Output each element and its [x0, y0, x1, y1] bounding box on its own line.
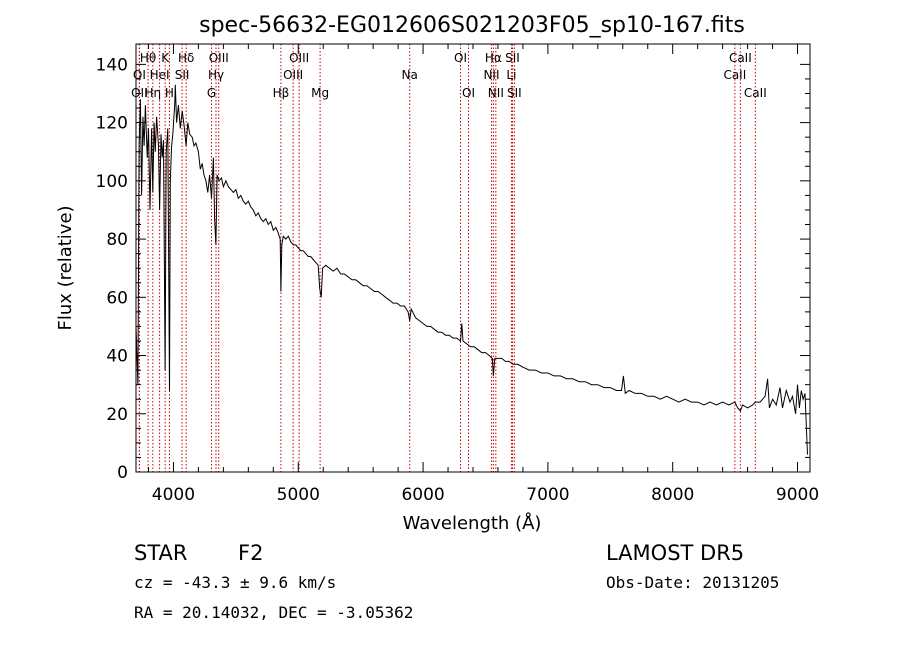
- line-label: Mg: [311, 86, 329, 100]
- line-label: NII: [483, 68, 499, 82]
- plot-frame: [135, 43, 811, 473]
- line-label: OIII: [283, 68, 303, 82]
- redshift-velocity: cz = -43.3 ± 9.6 km/s: [134, 573, 336, 592]
- line-label: Hδ: [178, 51, 194, 65]
- object-subclass: F2: [238, 541, 263, 565]
- y-tick-label: 60: [106, 288, 128, 308]
- line-label: OIII: [209, 51, 229, 65]
- line-label: OI: [454, 51, 467, 65]
- line-label: Hβ: [273, 86, 290, 100]
- spectrum-line: [135, 84, 808, 455]
- line-label: SII: [175, 68, 190, 82]
- survey-name: LAMOST DR5: [606, 541, 744, 565]
- line-label: SII: [505, 51, 520, 65]
- x-tick-label: 4000: [152, 485, 195, 505]
- y-tick-label: 120: [96, 114, 128, 134]
- x-tick-label: 5000: [277, 485, 320, 505]
- y-tick-label: 40: [106, 347, 128, 367]
- line-label: OI: [133, 68, 146, 82]
- line-label: Hγ: [208, 68, 224, 82]
- line-label: CaII: [744, 86, 767, 100]
- x-tick-label: 7000: [526, 485, 569, 505]
- line-label: CaII: [729, 51, 752, 65]
- line-label: K: [161, 51, 170, 65]
- line-label: HeI: [150, 68, 170, 82]
- line-label: Hθ: [140, 51, 156, 65]
- line-label: G: [207, 86, 216, 100]
- object-class: STAR: [134, 541, 187, 565]
- line-label: Na: [402, 68, 418, 82]
- x-tick-label: 8000: [651, 485, 694, 505]
- observation-date: Obs-Date: 20131205: [606, 573, 779, 592]
- x-axis-ticks: 4000 5000 6000 7000 8000 9000: [147, 44, 819, 505]
- line-label: H: [165, 86, 174, 100]
- x-tick-label: 9000: [776, 485, 819, 505]
- line-label: CaII: [723, 68, 746, 82]
- line-label: Hη: [145, 86, 162, 100]
- y-axis-ticks: 0 20 40 60 80 100 120 140: [96, 55, 810, 483]
- line-label: Hα: [485, 51, 502, 65]
- spectral-line-markers: [138, 44, 756, 472]
- y-axis-label: Flux (relative): [55, 205, 76, 330]
- chart-title: spec-56632-EG012606S021203F05_sp10-167.f…: [199, 13, 745, 38]
- line-label: Li: [506, 68, 516, 82]
- line-label: NII: [488, 86, 504, 100]
- x-axis-label: Wavelength (Å): [403, 512, 542, 534]
- line-label: OIII: [289, 51, 309, 65]
- y-tick-label: 100: [96, 172, 128, 192]
- y-tick-label: 80: [106, 230, 128, 250]
- x-tick-label: 6000: [401, 485, 444, 505]
- y-tick-label: 140: [96, 55, 128, 75]
- line-label: SII: [507, 86, 522, 100]
- y-tick-label: 20: [106, 405, 128, 425]
- sky-coordinates: RA = 20.14032, DEC = -3.05362: [134, 603, 413, 622]
- line-label: OI: [462, 86, 475, 100]
- y-tick-label: 0: [117, 463, 128, 483]
